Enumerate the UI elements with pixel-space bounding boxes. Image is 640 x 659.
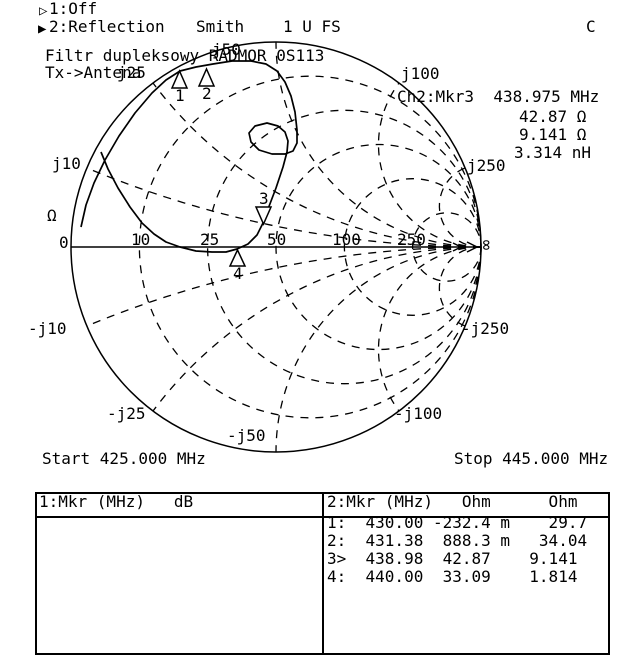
ch2-status: 2:Reflection (49, 17, 165, 36)
label-zero: 0 (59, 233, 69, 252)
marker1-triangle (170, 69, 189, 89)
label-j250: j250 (467, 156, 506, 175)
cal-indicator: C (586, 17, 596, 36)
marker1-label: 1 (175, 86, 185, 105)
marker4-label: 4 (233, 264, 243, 283)
reactance-grid (86, 41, 482, 453)
j250-arc (438, 167, 482, 248)
label-r10: 10 (131, 230, 151, 249)
label-nj10: -j10 (28, 319, 67, 338)
nj25-arc (152, 246, 482, 412)
active-marker-freq: Ch2:Mkr3 438.975 MHz (397, 87, 600, 106)
display-format: Smith (196, 17, 245, 36)
active-marker-resistance: 42.87 Ω (519, 107, 587, 126)
label-infinity: ∞ (476, 239, 497, 251)
marker3-label: 3 (259, 189, 269, 208)
j50-arc (275, 41, 482, 248)
scale-setting: 1 U FS (283, 17, 341, 36)
label-j50: j50 (212, 40, 241, 59)
table-row: 3> 438.98 42.87 9.141 (327, 549, 578, 568)
nj50-arc (275, 246, 482, 453)
active-marker-reactance: 9.141 Ω (519, 125, 587, 144)
reflection-trace (80, 60, 298, 253)
ch2-bullet-icon: ▶ (38, 21, 47, 37)
stop-frequency: Stop 445.000 MHz (454, 449, 609, 468)
label-r250: 250 (397, 230, 426, 249)
table-panel-divider (322, 494, 324, 653)
ch1-status: 1:Off (49, 0, 98, 18)
active-marker-inductance: 3.314 nH (514, 143, 592, 162)
table-row: 2: 431.38 888.3 m 34.04 (327, 531, 588, 550)
label-ohm-axis: Ω (47, 206, 57, 225)
measurement-subtitle: Tx->Antena (45, 63, 142, 82)
label-nj50: -j50 (227, 426, 266, 445)
table-left-header: 1:Mkr (MHz) dB (39, 492, 194, 511)
start-frequency: Start 425.000 MHz (42, 449, 206, 468)
label-j10: j10 (52, 154, 81, 173)
table-row: 1: 430.00 -232.4 m 29.7 (327, 513, 588, 532)
label-r100: 100 (332, 230, 361, 249)
j25-arc (152, 82, 482, 248)
label-r50: 50 (267, 230, 287, 249)
j10-arc (86, 167, 482, 248)
measurement-title: Filtr dupleksowy RADMOR 0S113 (45, 46, 325, 65)
marker-table (35, 492, 610, 655)
nj10-arc (86, 246, 482, 327)
marker2-label: 2 (202, 84, 212, 103)
marker4-triangle (228, 248, 247, 267)
ch1-bullet-icon: ▷ (39, 3, 48, 19)
marker-symbols (170, 67, 273, 267)
label-nj100: -j100 (394, 404, 443, 423)
marker2-triangle (197, 67, 216, 87)
table-row: 4: 440.00 33.09 1.814 (327, 567, 578, 586)
label-nj250: -j250 (461, 319, 510, 338)
nj250-arc (438, 246, 482, 327)
marker3-triangle (254, 206, 273, 226)
label-nj25: -j25 (107, 404, 146, 423)
table-right-header: 2:Mkr (MHz) Ohm Ohm (327, 492, 578, 511)
label-r25: 25 (200, 230, 220, 249)
label-j25: j25 (117, 63, 146, 82)
label-j100: j100 (401, 64, 440, 83)
j100-arc (377, 82, 482, 248)
nj100-arc (377, 246, 482, 412)
